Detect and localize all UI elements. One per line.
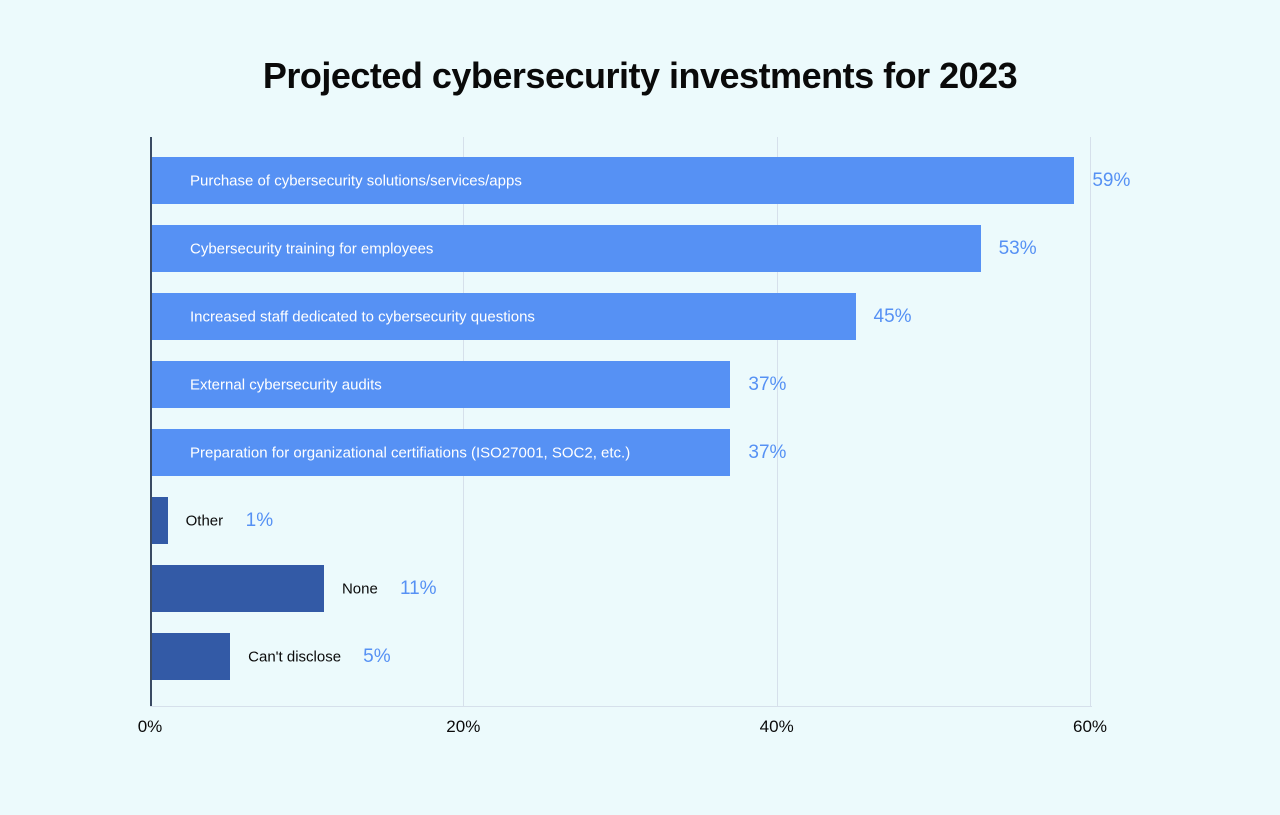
bar-label: Can't disclose <box>248 648 341 665</box>
bar-value: 45% <box>874 306 912 328</box>
gridline-60 <box>1090 137 1091 707</box>
bar-row: Other 1% <box>152 497 1090 544</box>
bar <box>152 565 324 612</box>
bar-row: None 11% <box>152 565 1090 612</box>
chart-container: Projected cybersecurity investments for … <box>0 0 1280 815</box>
bar-value: 11% <box>400 578 437 600</box>
bar: External cybersecurity audits <box>152 361 730 408</box>
bar-label: None <box>342 580 378 597</box>
bar-row: External cybersecurity audits 37% <box>152 361 1090 408</box>
x-tick-40: 40% <box>760 717 794 737</box>
x-tick-60: 60% <box>1073 717 1107 737</box>
bar-row: Preparation for organizational certifiat… <box>152 429 1090 476</box>
bar: Increased staff dedicated to cybersecuri… <box>152 293 856 340</box>
bar: Purchase of cybersecurity solutions/serv… <box>152 157 1074 204</box>
bar-value: 53% <box>999 238 1037 260</box>
bar-label: Cybersecurity training for employees <box>190 240 433 257</box>
bar-value: 59% <box>1092 170 1130 192</box>
bar: Cybersecurity training for employees <box>152 225 981 272</box>
bar-value: 37% <box>748 442 786 464</box>
bar-label: Purchase of cybersecurity solutions/serv… <box>190 172 522 189</box>
chart-title: Projected cybersecurity investments for … <box>100 55 1180 97</box>
bar-row: Can't disclose 5% <box>152 633 1090 680</box>
bar: Preparation for organizational certifiat… <box>152 429 730 476</box>
bar-label: Increased staff dedicated to cybersecuri… <box>190 308 535 325</box>
bar-label: External cybersecurity audits <box>190 376 382 393</box>
x-axis-line <box>150 706 1092 707</box>
bar-row: Increased staff dedicated to cybersecuri… <box>152 293 1090 340</box>
bar-value: 5% <box>363 646 390 668</box>
bar-label: Other <box>186 512 224 529</box>
bar-value: 37% <box>748 374 786 396</box>
bar-row: Purchase of cybersecurity solutions/serv… <box>152 157 1090 204</box>
x-tick-20: 20% <box>446 717 480 737</box>
bar-row: Cybersecurity training for employees 53% <box>152 225 1090 272</box>
plot-area: 0% 20% 40% 60% Purchase of cybersecurity… <box>150 137 1090 737</box>
x-tick-0: 0% <box>138 717 163 737</box>
bar <box>152 497 168 544</box>
bar-label: Preparation for organizational certifiat… <box>190 444 630 461</box>
bar-value: 1% <box>246 510 273 532</box>
bars-group: Purchase of cybersecurity solutions/serv… <box>152 157 1090 697</box>
bar <box>152 633 230 680</box>
